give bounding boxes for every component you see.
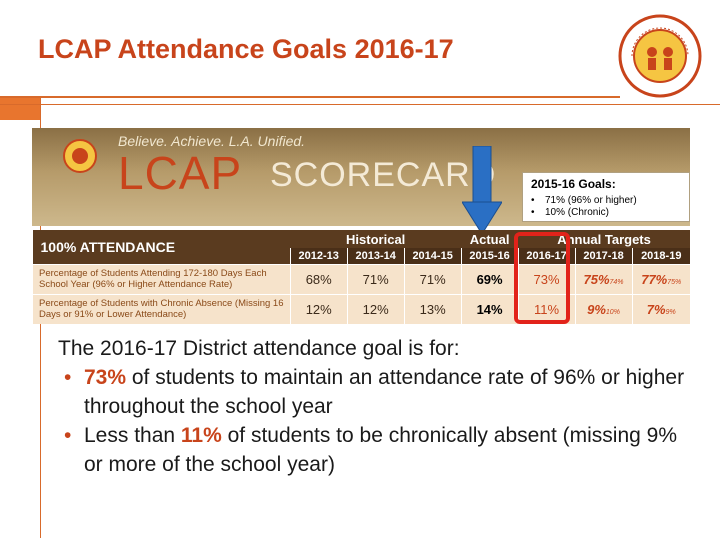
row-label: Percentage of Students Attending 172-180… [32,263,291,294]
title-divider [0,96,620,98]
table-cell-target: 9%10% [574,293,632,324]
district-seal-logo [618,14,702,98]
slide-body: The 2016-17 District attendance goal is … [58,334,698,479]
title-divider-thin [0,104,720,105]
year-header: 2014-15 [403,248,462,264]
goal-value-chronic: 11% [180,424,222,447]
table-cell-actual: 14% [460,293,519,324]
table-cell-target: 7%9% [631,293,690,324]
table-row: Percentage of Students with Chronic Abse… [32,293,690,324]
banner-tagline: Believe. Achieve. L.A. Unified. [118,133,306,149]
table-cell-target: 77%75% [631,263,690,294]
bullet-dot: • [64,424,72,447]
highlight-2016-17-box [514,232,570,324]
year-header: 2012-13 [289,248,348,264]
table-cell: 12% [289,293,348,324]
bullet-dot: • [64,366,72,389]
body-intro: The 2016-17 District attendance goal is … [58,337,460,360]
table-cell: 71% [346,263,405,294]
prior-goal-item: • 71% (96% or higher) [531,195,637,206]
scorecard-banner: Believe. Achieve. L.A. Unified. LCAP SCO… [32,128,690,226]
year-header: 2013-14 [346,248,405,264]
table-cell-target: 75%74% [574,263,632,294]
table-cell: 71% [403,263,462,294]
group-actual: Actual [461,230,519,248]
table-cell: 68% [289,263,348,294]
table-row: Percentage of Students Attending 172-180… [32,263,690,294]
small-seal-icon [63,139,97,173]
year-header: 2018-19 [631,248,690,264]
decor-orange-square [0,96,40,120]
attendance-table: 100% ATTENDANCE Historical Actual Annual… [32,230,690,324]
year-header: 2016-17 [517,248,576,264]
body-bullet: • 73% of students to maintain an attendan… [58,363,698,421]
table-cell: 12% [346,293,405,324]
prior-goals-title: 2015-16 Goals: [531,177,616,191]
table-cell-actual: 69% [460,263,519,294]
year-header: 2015-16 [460,248,519,264]
down-arrow-icon [462,146,502,234]
table-cell-target: 73% [517,263,576,294]
group-historical: Historical [290,230,462,248]
year-header: 2017-18 [574,248,632,264]
table-cell: 13% [403,293,462,324]
body-bullet: • Less than 11% of students to be chronic… [58,421,698,479]
slide-title: LCAP Attendance Goals 2016-17 [38,34,454,64]
prior-goal-item: • 10% (Chronic) [531,207,609,218]
goal-value-attendance: 73% [84,366,127,389]
banner-scorecard: SCORECARD [270,156,497,194]
section-title: 100% ATTENDANCE [32,230,291,264]
lcap-scorecard-image: Believe. Achieve. L.A. Unified. LCAP SCO… [32,128,690,324]
prior-goals-box: 2015-16 Goals: • 71% (96% or higher) • 10%… [522,172,690,222]
banner-lcap: LCAP [118,147,243,199]
row-label: Percentage of Students with Chronic Abse… [32,293,291,324]
